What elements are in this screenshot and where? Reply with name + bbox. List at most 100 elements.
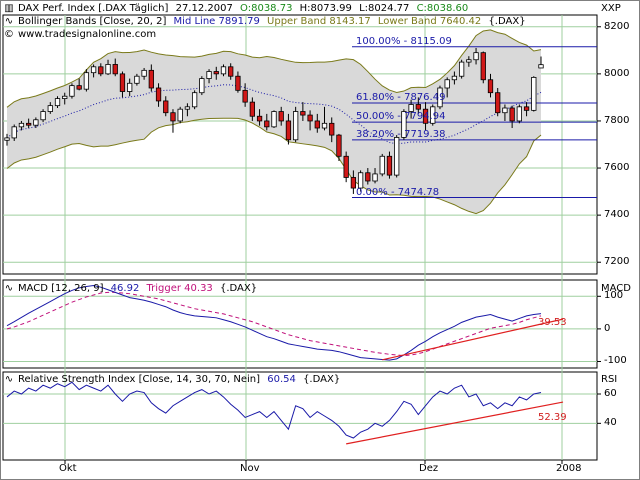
rsi-tick-label: 40	[604, 417, 617, 429]
candle-body	[343, 155, 349, 178]
bollinger-name: Bollinger Bands [Close, 20, 2]	[18, 16, 167, 27]
panel-frame-2	[2, 279, 598, 369]
rsi-header: Relative Strength Index [Close, 14, 30, …	[18, 374, 344, 386]
candle-body	[228, 66, 234, 77]
rsi-line	[6, 381, 542, 439]
candle-body	[372, 173, 378, 182]
candle-body	[170, 112, 176, 122]
bollinger-symbol: {.DAX}	[488, 16, 526, 27]
macd-tick-label: 0	[604, 322, 611, 334]
price-tick-label: 7200	[604, 256, 630, 268]
chart-icon[interactable]: ▥	[4, 3, 14, 14]
candle-body	[134, 75, 140, 84]
rsi-symbol: {.DAX}	[303, 374, 341, 385]
candle-body	[422, 108, 429, 124]
macd-value: 46.92	[110, 283, 140, 294]
candle-body	[163, 100, 169, 114]
candle-body	[191, 92, 198, 108]
macd-trendline-value: 39.53	[538, 317, 567, 328]
candle-body	[516, 106, 522, 122]
rsi-value: 60.54	[267, 374, 296, 385]
price-header: DAX Perf. Index [.DAX Täglich] 27.12.200…	[18, 3, 472, 15]
candle-body	[177, 108, 183, 122]
high-value: H:8073.99	[299, 3, 352, 14]
candle-body	[401, 111, 407, 138]
macd-header: MACD [12, 26, 9] 46.92 Trigger 40.33 {.D…	[18, 283, 261, 295]
rsi-trendline	[346, 401, 564, 445]
fibonacci-label: 50.00% - 7794.94	[356, 111, 446, 123]
price-tick-label: 7400	[604, 209, 630, 221]
rsi-name: Relative Strength Index [Close, 14, 30, …	[18, 374, 261, 385]
candle-body	[256, 115, 263, 122]
candle-body	[321, 122, 328, 129]
candle-body	[495, 92, 501, 114]
candle-body	[502, 107, 508, 114]
candle-body	[90, 66, 97, 74]
candle-body	[394, 137, 400, 176]
candle-body	[220, 66, 227, 75]
candle-body	[33, 119, 39, 126]
copyright-icon: ©	[4, 29, 14, 40]
x-tick-label: Dez	[419, 463, 439, 474]
candle-body	[47, 105, 53, 112]
price-tick-label: 8200	[604, 20, 630, 32]
bollinger-lower-line	[6, 117, 542, 215]
bollinger-upper-line	[6, 29, 542, 108]
macd-line	[6, 285, 542, 361]
price-tick-label: 7600	[604, 162, 630, 174]
candle-body	[199, 78, 205, 94]
candle-body	[314, 120, 320, 129]
price-axis-label: XXP	[601, 3, 621, 14]
indicator-icon[interactable]: ∿	[4, 16, 14, 27]
macd-symbol: {.DAX}	[219, 283, 258, 294]
candle-body	[127, 82, 133, 92]
price-tick-label: 8000	[604, 67, 630, 79]
candle-body	[271, 111, 277, 128]
candle-body	[531, 76, 537, 111]
candle-body	[285, 120, 292, 141]
candle-body	[329, 122, 335, 136]
x-tick-label: 2008	[556, 463, 582, 474]
rsi-trendline-value: 52.39	[538, 412, 567, 423]
indicator-icon[interactable]: ∿	[4, 283, 14, 294]
candle-body	[264, 120, 270, 128]
candle-body	[54, 98, 61, 107]
candle-body	[112, 64, 118, 75]
candle-body	[365, 172, 371, 182]
candle-body	[26, 122, 32, 126]
candle-body	[278, 111, 284, 122]
fibonacci-label: 0.00% - 7474.78	[356, 186, 440, 198]
candle-body	[408, 104, 414, 112]
candle-body	[466, 59, 472, 63]
candle-body	[336, 134, 342, 157]
candle-body	[148, 69, 154, 89]
candle-body	[357, 172, 364, 189]
candle-body	[480, 52, 486, 81]
candle-body	[213, 71, 219, 75]
rsi-axis-label: RSI	[601, 374, 618, 385]
quote-date: 27.12.2007	[175, 3, 233, 14]
indicator-icon[interactable]: ∿	[4, 374, 14, 385]
candle-body	[4, 137, 10, 141]
candle-body	[235, 75, 241, 91]
macd-axis-label: MACD	[601, 283, 631, 294]
candle-body	[62, 95, 68, 99]
candle-body	[509, 107, 515, 122]
candle-body	[141, 69, 147, 77]
x-tick-label: Okt	[59, 463, 77, 474]
fibonacci-label: 38.20% - 7719.38	[356, 128, 446, 140]
copyright-url[interactable]: www.tradesignalonline.com	[18, 29, 157, 40]
bollinger-header: Bollinger Bands [Close, 20, 2] Mid Line …	[18, 16, 530, 28]
candle-body	[487, 79, 494, 94]
macd-tick-label: -100	[604, 355, 627, 367]
rsi-tick-label: 60	[604, 388, 617, 399]
candle-body	[437, 87, 443, 108]
candle-body	[242, 89, 248, 103]
candle-body	[458, 61, 465, 77]
low-value: L:8024.77	[359, 3, 410, 14]
fibonacci-label: 61.80% - 7876.49	[356, 91, 446, 103]
fibonacci-label: 100.00% - 8115.09	[356, 35, 452, 47]
instrument-name: DAX Perf. Index [.DAX Täglich]	[18, 3, 169, 14]
candle-body	[293, 111, 299, 141]
close-value: C:8038.60	[416, 3, 469, 14]
